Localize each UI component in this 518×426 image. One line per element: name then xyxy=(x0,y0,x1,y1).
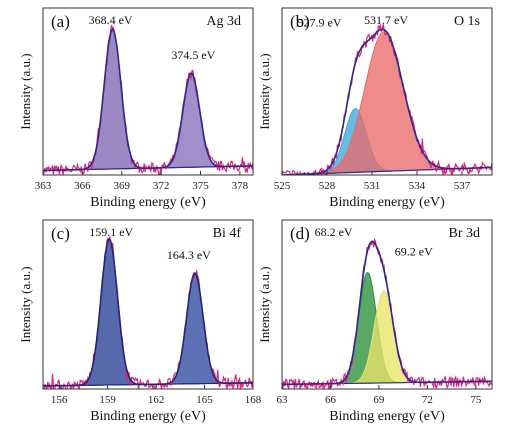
peak-label-b-1: 527.9 eV xyxy=(298,16,342,30)
envelope-fit-d xyxy=(282,240,492,386)
x-tick-label-d: 69 xyxy=(373,394,385,406)
raw-spectrum-a xyxy=(43,24,253,175)
envelope-fit-a xyxy=(43,28,253,172)
x-tick-label-a: 366 xyxy=(74,180,91,192)
peak-label-c-2: 164.3 eV xyxy=(167,248,211,262)
x-tick-label-b: 534 xyxy=(409,180,426,192)
panel-d: 63 66 69 72 75 Binding energy (eV) Intensity (… xyxy=(257,219,493,424)
envelope-fit-c xyxy=(43,238,253,387)
element-label-c: Bi 4f xyxy=(213,226,242,241)
x-axis-label-b: Binding energy (eV) xyxy=(329,195,445,210)
peak-label-a-2: 374.5 eV xyxy=(171,48,215,62)
panel-letter-a: (a) xyxy=(51,12,70,31)
peak-b-2 xyxy=(282,31,492,175)
plot-frame-c xyxy=(42,219,254,390)
x-tick-label-c: 165 xyxy=(196,394,213,406)
raw-spectrum-b xyxy=(282,23,492,175)
panel-c: 156 159 162 165 168 Binding energy (eV) Intens… xyxy=(18,219,262,424)
x-tick-label-d: 63 xyxy=(277,394,289,406)
x-tick-label-a: 375 xyxy=(192,180,209,192)
element-label-d: Br 3d xyxy=(449,226,481,241)
x-axis-label-c: Binding energy (eV) xyxy=(90,409,206,424)
x-tick-label-b: 531 xyxy=(364,180,381,192)
y-axis-label-d: Intensity (a.u.) xyxy=(257,266,272,342)
x-axis-label-a: Binding energy (eV) xyxy=(90,195,206,210)
peak-label-a-1: 368.4 eV xyxy=(89,13,133,27)
x-tick-label-a: 378 xyxy=(232,180,249,192)
peak-a-2 xyxy=(43,72,253,171)
x-tick-label-b: 537 xyxy=(454,180,471,192)
plot-area-d xyxy=(282,237,492,389)
plot-area-c xyxy=(43,236,253,389)
plot-area-a xyxy=(43,24,253,175)
plot-frame-d xyxy=(281,219,493,390)
y-axis-label-c: Intensity (a.u.) xyxy=(18,266,33,342)
element-label-a: Ag 3d xyxy=(206,14,241,29)
x-tick-label-c: 168 xyxy=(245,394,262,406)
panel-letter-b: (b) xyxy=(290,12,310,31)
x-tick-label-c: 162 xyxy=(148,394,165,406)
x-tick-label-d: 66 xyxy=(325,394,337,406)
plot-area-b xyxy=(282,23,492,175)
y-axis-label-b: Intensity (a.u.) xyxy=(257,53,272,129)
peak-d-2 xyxy=(282,290,492,385)
x-tick-label-d: 75 xyxy=(470,394,482,406)
peak-c-1 xyxy=(43,238,253,387)
peak-label-d-1: 68.2 eV xyxy=(315,225,353,239)
panel-letter-d: (d) xyxy=(290,224,310,243)
peak-label-b-2: 531.7 eV xyxy=(364,13,408,27)
x-tick-label-a: 369 xyxy=(114,180,131,192)
x-tick-label-d: 72 xyxy=(422,394,433,406)
x-tick-label-a: 363 xyxy=(35,180,52,192)
x-axis-label-d: Binding energy (eV) xyxy=(329,409,445,424)
peak-c-2 xyxy=(43,272,253,387)
peak-label-c-1: 159.1 eV xyxy=(89,225,133,239)
panel-a: 363 366 369 372 375 378 Binding energy (eV) Int… xyxy=(18,7,254,210)
peak-label-d-2: 69.2 eV xyxy=(395,244,433,258)
peak-a-1 xyxy=(43,28,253,171)
element-label-b: O 1s xyxy=(454,14,480,29)
plot-frame-a xyxy=(42,7,254,176)
x-tick-label-b: 528 xyxy=(319,180,336,192)
x-tick-label-b: 525 xyxy=(274,180,291,192)
raw-spectrum-c xyxy=(43,236,253,389)
x-tick-label-c: 156 xyxy=(51,394,68,406)
x-tick-label-c: 159 xyxy=(99,394,116,406)
panel-b: 525 528 531 534 537 Binding energy (eV) Intens… xyxy=(257,7,493,210)
envelope-fit-b xyxy=(282,28,492,175)
panel-letter-c: (c) xyxy=(51,224,70,243)
y-axis-label-a: Intensity (a.u.) xyxy=(18,53,33,129)
x-tick-label-a: 372 xyxy=(153,180,170,192)
plot-frame-b xyxy=(281,7,493,176)
